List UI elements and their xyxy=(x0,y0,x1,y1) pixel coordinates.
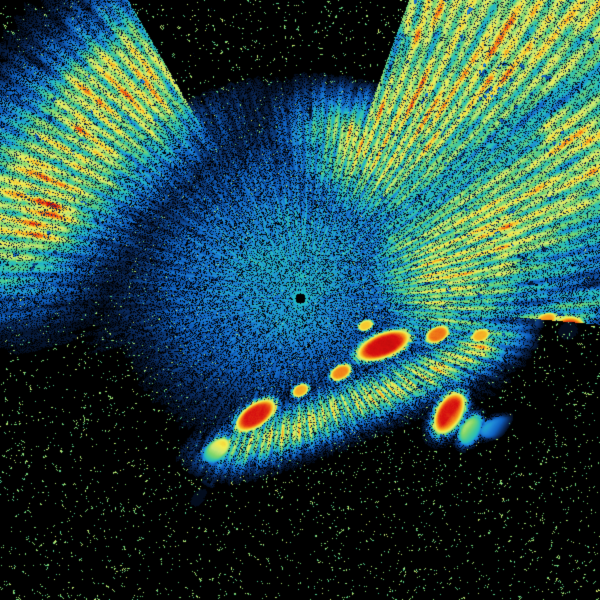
radar-image-viewport: weather-radar-reflectivity-ppi dBZ Radar… xyxy=(0,0,600,600)
radar-reflectivity-canvas xyxy=(0,0,600,600)
